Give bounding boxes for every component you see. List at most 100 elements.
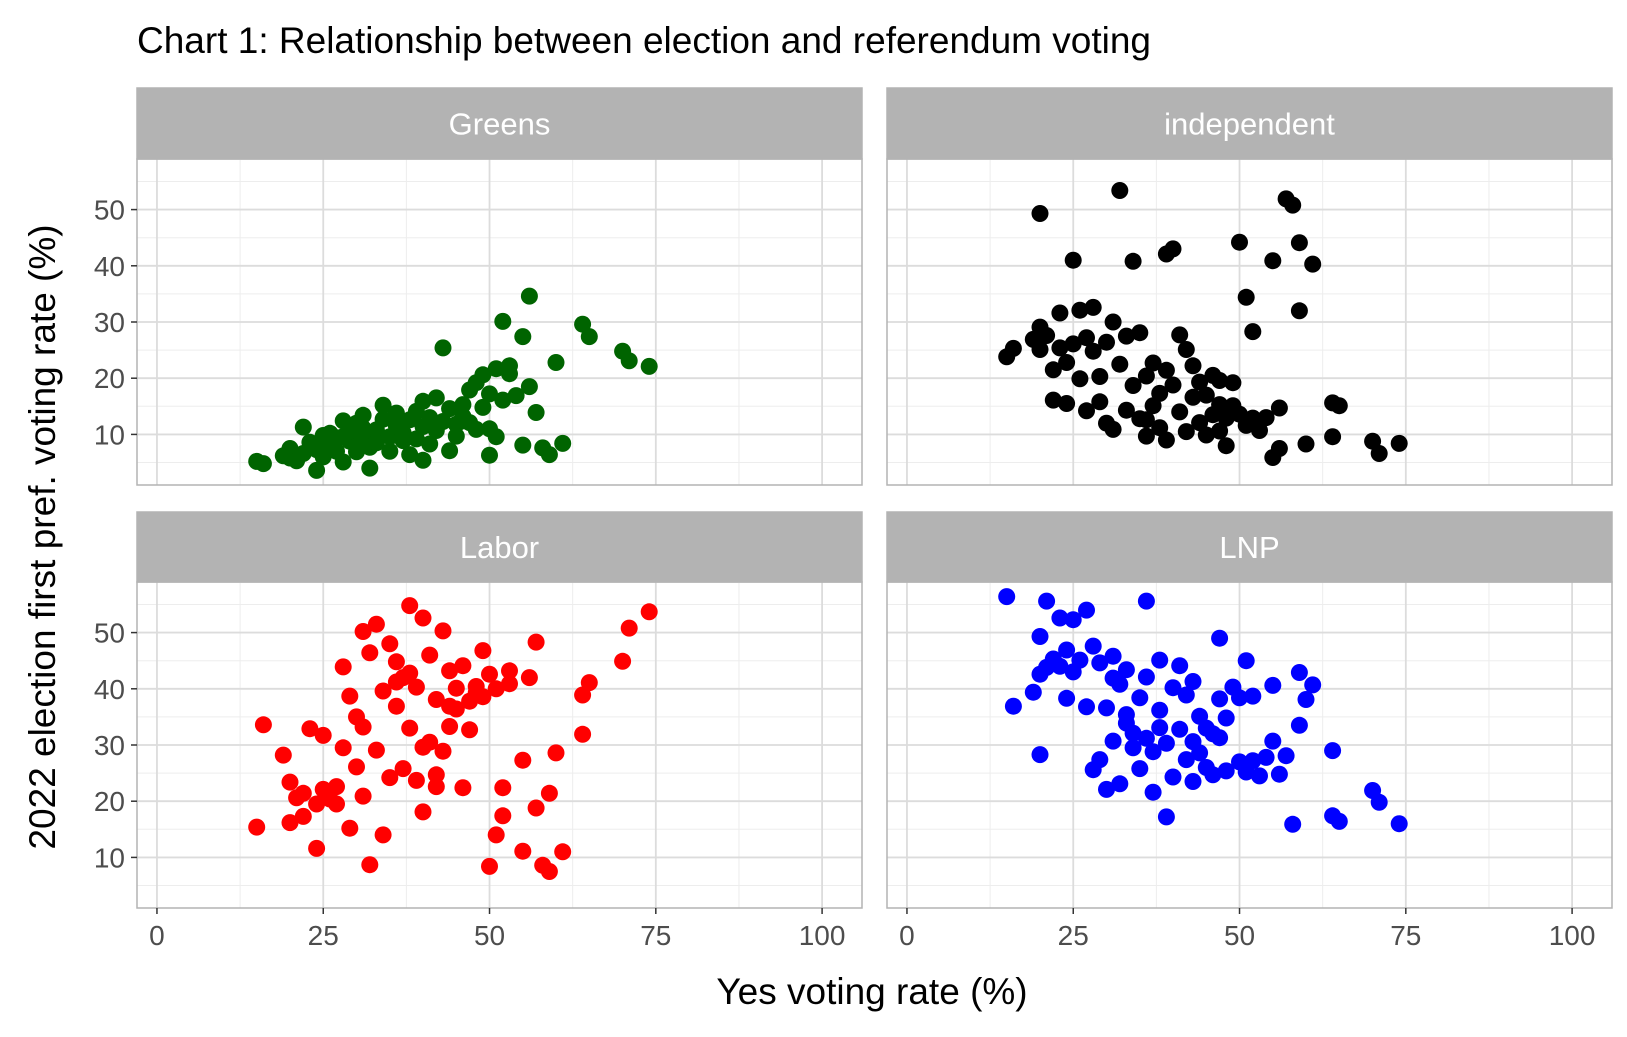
data-point — [254, 455, 272, 473]
facet-panel-independent: independent — [886, 87, 1613, 486]
data-point — [427, 691, 445, 708]
data-point — [1171, 720, 1189, 738]
data-point — [1370, 793, 1388, 811]
data-point — [394, 760, 412, 778]
data-point — [1251, 767, 1268, 785]
data-point — [414, 803, 432, 821]
y-tick-label: 40 — [94, 674, 125, 705]
y-tick-label: 50 — [94, 195, 125, 226]
data-point — [434, 339, 452, 357]
data-point — [1004, 339, 1022, 357]
data-point — [334, 739, 352, 757]
x-tick-label: 50 — [1224, 920, 1255, 951]
data-point — [1217, 762, 1235, 780]
facet-strip — [136, 511, 863, 583]
data-point — [574, 725, 592, 743]
x-tick-label: 100 — [1549, 920, 1596, 951]
data-point — [501, 675, 518, 693]
data-point — [1290, 234, 1308, 252]
data-point — [1137, 367, 1155, 385]
panel-border — [886, 158, 1613, 486]
data-point — [381, 442, 399, 460]
data-point — [574, 686, 592, 704]
data-point — [1290, 664, 1308, 681]
data-point — [540, 863, 558, 880]
data-point — [501, 357, 518, 375]
data-point — [481, 446, 498, 464]
data-point — [361, 459, 379, 477]
data-point — [1044, 361, 1062, 379]
facet-strip-label: LNP — [1219, 530, 1279, 565]
data-point — [461, 721, 479, 739]
data-point — [274, 746, 292, 764]
data-point — [441, 718, 459, 735]
data-point — [294, 418, 312, 436]
data-point — [1104, 669, 1122, 687]
data-point — [487, 826, 505, 844]
data-point — [1058, 641, 1076, 659]
data-point — [580, 328, 598, 346]
data-point — [1191, 373, 1209, 391]
data-point — [1151, 701, 1169, 719]
data-point — [387, 697, 405, 715]
data-point — [447, 679, 465, 697]
data-point — [1051, 609, 1069, 627]
data-point — [1051, 339, 1069, 357]
data-point — [1171, 403, 1189, 421]
data-point — [348, 758, 365, 776]
data-point — [1184, 357, 1202, 375]
data-point — [1078, 329, 1095, 347]
data-point — [1257, 409, 1275, 427]
data-point — [1290, 302, 1308, 320]
data-point — [367, 434, 385, 452]
data-point — [1111, 355, 1129, 373]
data-point — [1231, 689, 1248, 707]
data-point — [414, 451, 432, 469]
data-point — [1304, 255, 1322, 273]
data-point — [1137, 427, 1155, 445]
data-point — [1284, 196, 1302, 214]
data-point — [414, 609, 432, 627]
data-point — [308, 839, 326, 857]
data-point — [1098, 780, 1115, 798]
data-point — [1211, 729, 1229, 747]
data-point — [474, 366, 492, 384]
data-point — [367, 615, 385, 633]
data-point — [328, 795, 345, 813]
y-tick-label: 10 — [94, 419, 125, 450]
data-point — [374, 682, 392, 700]
data-point — [1038, 327, 1056, 344]
data-point — [1257, 748, 1275, 766]
data-point — [387, 673, 405, 691]
data-point — [487, 360, 505, 378]
data-point — [1211, 372, 1229, 389]
data-point — [434, 413, 452, 430]
panel-border — [886, 581, 1613, 909]
data-point — [361, 856, 379, 874]
data-point — [614, 652, 632, 670]
data-point — [1151, 384, 1169, 402]
data-point — [1137, 668, 1155, 686]
data-point — [640, 357, 658, 375]
x-tick-label: 75 — [1390, 920, 1421, 951]
data-point — [354, 406, 372, 424]
data-point — [441, 662, 459, 680]
data-point — [401, 719, 419, 737]
facet-strip-label: independent — [1164, 107, 1335, 142]
data-point — [1211, 629, 1229, 647]
data-point — [314, 726, 332, 744]
facet-panel-greens: Greens 10 20 30 40 50 — [94, 87, 863, 486]
data-point — [1098, 699, 1115, 717]
y-tick-label: 20 — [94, 363, 125, 394]
data-point — [620, 619, 638, 637]
data-point — [407, 771, 425, 789]
data-point — [1044, 391, 1062, 409]
data-point — [494, 391, 512, 409]
data-point — [1164, 240, 1182, 258]
data-point — [354, 787, 372, 805]
data-point — [474, 398, 492, 416]
data-point — [354, 419, 372, 437]
data-point — [1064, 251, 1082, 269]
data-point — [1231, 233, 1248, 251]
